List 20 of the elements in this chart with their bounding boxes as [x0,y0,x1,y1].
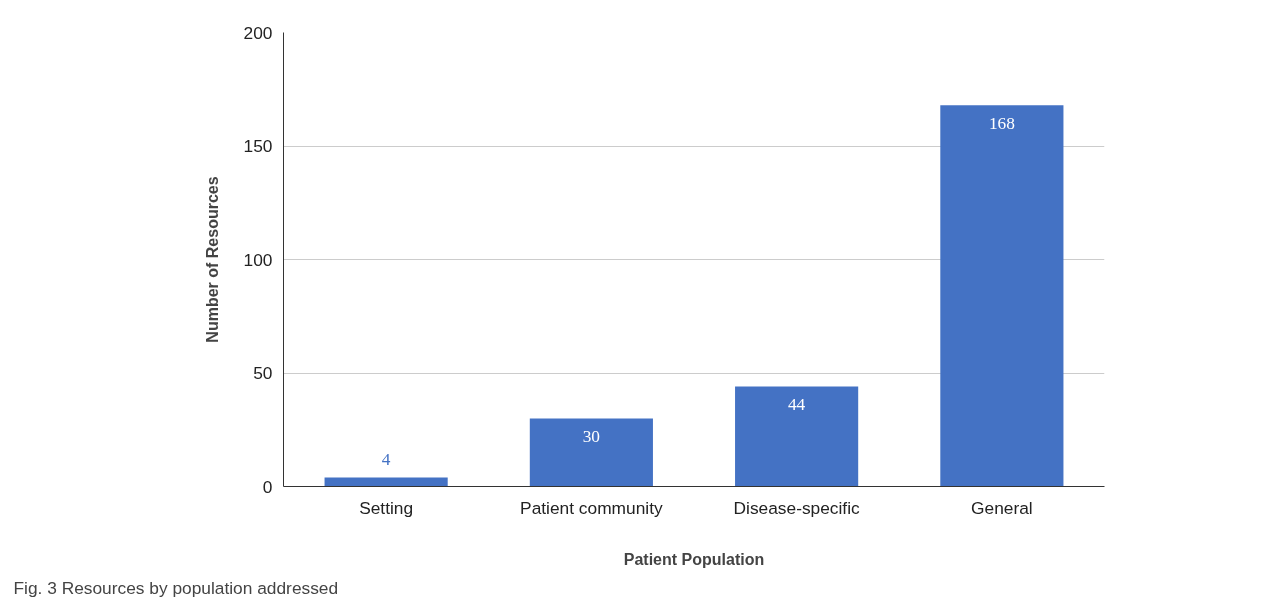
bar [940,105,1064,487]
data-label: 4 [381,449,391,469]
x-axis-title: Patient Population [623,550,765,568]
data-label: 44 [787,395,806,415]
x-tick-label: Setting [359,497,414,518]
x-tick-label: General [971,497,1033,518]
y-tick-label: 50 [253,363,273,383]
bar [735,386,859,487]
y-tick-label: 0 [262,476,273,497]
y-axis-title: Number of Resources [203,176,221,343]
bar [529,418,653,487]
y-tick-label: 100 [243,249,273,270]
y-tick-label: 200 [243,22,273,43]
data-label: 168 [988,113,1015,133]
data-label: 30 [582,427,601,447]
x-tick-label: Disease-specific [733,497,861,518]
caption: Fig. 3 Resources by population addressed [13,577,339,598]
y-tick-label: 150 [243,136,273,156]
bar [324,477,448,487]
x-tick-label: Patient community [520,497,663,518]
